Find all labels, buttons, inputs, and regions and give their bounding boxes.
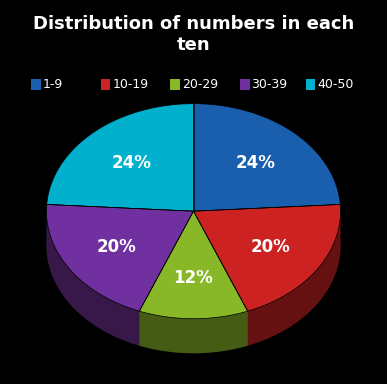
Bar	[240, 79, 250, 90]
Bar	[31, 79, 41, 90]
Text: 20%: 20%	[97, 238, 136, 256]
Text: 10-19: 10-19	[112, 78, 148, 91]
Text: 20-29: 20-29	[182, 78, 218, 91]
PathPatch shape	[139, 211, 248, 319]
PathPatch shape	[139, 211, 194, 346]
Text: 1-9: 1-9	[43, 78, 63, 91]
Text: 40-50: 40-50	[317, 78, 354, 91]
PathPatch shape	[46, 213, 139, 346]
Text: 12%: 12%	[174, 269, 213, 287]
Text: 24%: 24%	[111, 154, 151, 172]
PathPatch shape	[194, 204, 341, 311]
Ellipse shape	[46, 138, 341, 353]
Bar	[101, 79, 110, 90]
Text: 30-39: 30-39	[252, 78, 288, 91]
Text: 24%: 24%	[236, 154, 276, 172]
PathPatch shape	[194, 104, 340, 211]
PathPatch shape	[194, 211, 248, 346]
PathPatch shape	[46, 204, 194, 311]
PathPatch shape	[47, 104, 194, 211]
Text: Distribution of numbers in each
ten: Distribution of numbers in each ten	[33, 15, 354, 54]
PathPatch shape	[248, 213, 341, 346]
Bar	[306, 79, 315, 90]
Text: 20%: 20%	[251, 238, 290, 256]
PathPatch shape	[139, 311, 248, 353]
Bar	[170, 79, 180, 90]
